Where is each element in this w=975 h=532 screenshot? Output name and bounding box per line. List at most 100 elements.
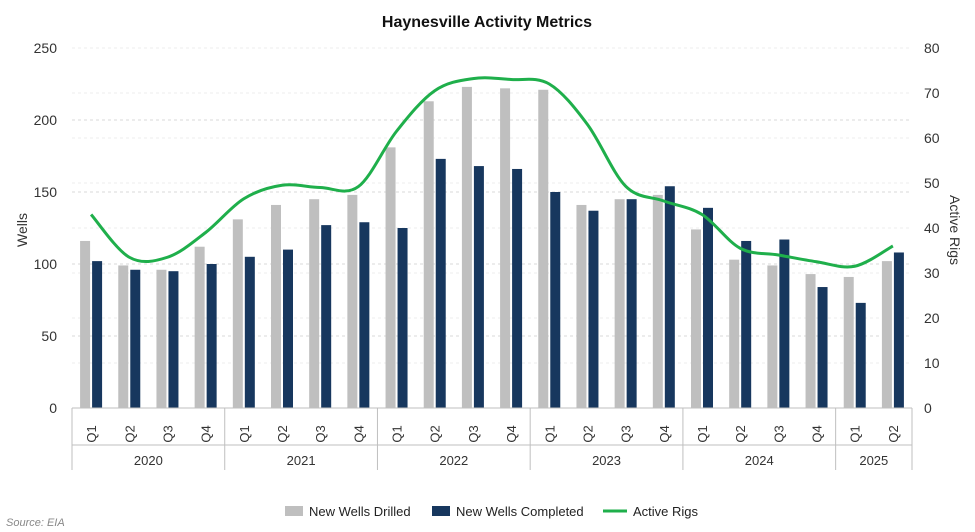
x-tick-label: Q3	[313, 425, 328, 442]
x-tick-label: Q1	[695, 425, 710, 442]
bar	[473, 166, 484, 408]
bar	[614, 199, 625, 408]
bar	[538, 89, 549, 408]
bar	[321, 225, 332, 408]
year-label: 2023	[592, 453, 621, 468]
x-tick-label: Q2	[580, 425, 595, 442]
bar	[397, 228, 408, 408]
year-label: 2024	[745, 453, 774, 468]
x-tick-label: Q4	[810, 425, 825, 442]
active-rigs-line	[89, 76, 894, 269]
chart-title: Haynesville Activity Metrics	[382, 14, 592, 31]
bar	[385, 147, 396, 409]
x-tick-label: Q3	[771, 425, 786, 442]
bar	[652, 194, 663, 408]
legend: New Wells Drilled New Wells Completed Acti…	[285, 504, 699, 519]
y2-tick-label: 40	[924, 220, 940, 236]
y2-tick-label: 50	[924, 175, 940, 191]
bar	[817, 287, 828, 408]
x-tick-label: Q2	[886, 425, 901, 442]
bar	[512, 168, 523, 408]
y-tick-label: 150	[34, 184, 58, 200]
legend-swatch	[285, 506, 303, 516]
bar	[92, 261, 103, 408]
y-tick-label: 50	[41, 328, 57, 344]
bar	[664, 186, 675, 408]
bar	[703, 207, 713, 408]
year-label: 2021	[287, 453, 316, 468]
y-tick-label: 100	[34, 256, 58, 272]
bar	[691, 229, 701, 408]
bar-series	[80, 86, 904, 409]
y-tick-label: 200	[34, 112, 58, 128]
bar	[881, 261, 892, 408]
y2-tick-label: 20	[924, 310, 940, 326]
bar	[80, 240, 91, 408]
line-series	[89, 76, 894, 269]
year-label: 2020	[134, 453, 163, 468]
x-tick-label: Q4	[657, 425, 672, 442]
x-tick-label: Q2	[122, 425, 137, 442]
legend-label: New Wells Drilled	[309, 504, 411, 519]
bar	[130, 269, 141, 408]
bar	[232, 219, 243, 408]
y-tick-label: 250	[34, 40, 58, 56]
year-label: 2022	[439, 453, 468, 468]
y2-tick-label: 60	[924, 130, 940, 146]
y2-tick-label: 80	[924, 40, 940, 56]
bar	[779, 239, 790, 408]
bar	[741, 240, 752, 408]
x-tick-label: Q1	[848, 425, 863, 442]
legend-label: Active Rigs	[633, 504, 699, 519]
bar	[767, 265, 778, 408]
bar	[423, 101, 434, 408]
bar	[194, 246, 205, 408]
bar	[500, 88, 511, 408]
bar	[271, 204, 281, 408]
bar	[576, 204, 587, 408]
x-tick-label: Q1	[84, 425, 99, 442]
legend-swatch	[432, 506, 450, 516]
bar	[118, 265, 129, 408]
x-tick-label: Q1	[542, 425, 557, 442]
x-tick-label: Q4	[504, 425, 519, 442]
bar	[435, 158, 446, 408]
bar	[283, 249, 293, 408]
bar	[843, 276, 854, 408]
bar	[359, 222, 370, 408]
bar	[156, 269, 167, 408]
y2-tick-label: 30	[924, 265, 940, 281]
y-tick-label: 0	[49, 400, 57, 416]
bar	[893, 252, 904, 408]
x-tick-label: Q2	[428, 425, 443, 442]
source-note: Source: EIA	[6, 517, 65, 529]
bar	[206, 264, 217, 408]
bar	[588, 210, 599, 408]
x-tick-label: Q3	[619, 425, 634, 442]
year-label: 2025	[859, 453, 888, 468]
bar	[244, 256, 255, 408]
bar	[626, 199, 637, 408]
y-axis-label: Wells	[14, 213, 30, 247]
x-tick-label: Q3	[160, 425, 175, 442]
y2-tick-label: 10	[924, 355, 940, 371]
x-tick-label: Q2	[733, 425, 748, 442]
x-tick-label: Q3	[466, 425, 481, 442]
x-tick-label: Q4	[351, 425, 366, 442]
legend-label: New Wells Completed	[456, 504, 584, 519]
bar	[729, 259, 740, 408]
bar	[309, 199, 320, 408]
bar	[805, 274, 816, 408]
x-tick-label: Q2	[275, 425, 290, 442]
x-tick-label: Q1	[390, 425, 405, 442]
bar	[550, 192, 561, 408]
y2-tick-label: 0	[924, 400, 932, 416]
axes: 0 50 100 150 200 250 0 10 20 30 40 50 60 70 80 Q1 Q2 Q3 Q4…	[34, 40, 940, 470]
x-tick-label: Q4	[199, 425, 214, 442]
bar	[855, 302, 866, 408]
bar	[168, 271, 179, 408]
y2-axis-label: Active Rigs	[947, 195, 963, 265]
bar	[347, 194, 358, 408]
x-tick-label: Q1	[237, 425, 252, 442]
